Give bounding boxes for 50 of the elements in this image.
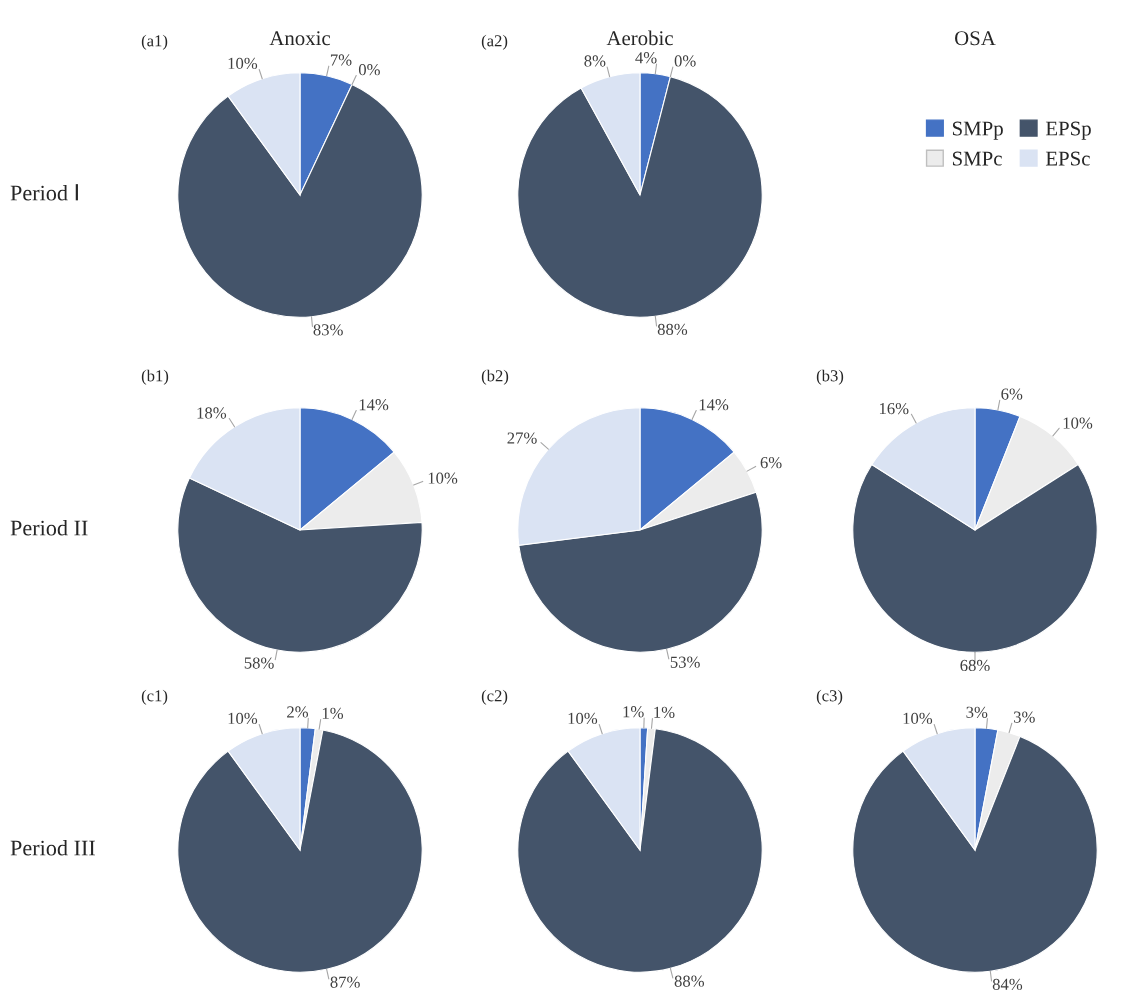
data-label: 10% xyxy=(568,712,598,725)
data-label: 14% xyxy=(359,399,389,411)
chart-title: (b2) xyxy=(481,369,509,385)
legend-label: EPSp xyxy=(1045,121,1091,140)
legend-label: SMPc xyxy=(952,151,1002,166)
data-label: 10% xyxy=(428,472,458,484)
data-label: 27% xyxy=(507,432,537,444)
data-label: 88% xyxy=(674,975,705,987)
chart-title: (c3) xyxy=(816,689,843,705)
data-label: 8% xyxy=(584,55,606,67)
text: OSA xyxy=(955,31,996,46)
data-label: 7% xyxy=(330,54,352,66)
chart-title: (b3) xyxy=(816,369,844,385)
data-label: 6% xyxy=(1001,388,1023,400)
data-label: 2% xyxy=(287,706,309,718)
text: Period II xyxy=(10,519,88,536)
data-label: 1% xyxy=(654,706,675,718)
text: Period III xyxy=(10,839,95,856)
data-label: 16% xyxy=(879,402,909,415)
data-label: 87% xyxy=(330,976,360,988)
data-label: 3% xyxy=(966,706,988,718)
data-label: 1% xyxy=(623,706,644,718)
data-label: 10% xyxy=(228,57,258,70)
text: 0% xyxy=(358,64,380,76)
data-label: 4% xyxy=(635,52,657,64)
chart-title: (c2) xyxy=(481,689,508,705)
data-label: 1% xyxy=(322,707,344,720)
chart-title: (a1) xyxy=(141,34,168,50)
text: Anoxic xyxy=(269,31,331,46)
text: Period Ⅰ xyxy=(10,184,78,201)
data-label: 6% xyxy=(760,456,782,469)
legend-label: EPSc xyxy=(1045,151,1090,166)
data-label: 53% xyxy=(670,656,700,668)
data-label: 84% xyxy=(992,978,1023,991)
data-label: 58% xyxy=(244,657,274,669)
chart-title: (c1) xyxy=(141,689,168,705)
data-label: 10% xyxy=(1063,417,1093,429)
data-label: 88% xyxy=(657,323,688,336)
data-label: 68% xyxy=(960,659,990,672)
legend-label: SMPp xyxy=(952,121,1003,140)
text: Aerobic xyxy=(606,30,673,46)
chart-title: (a2) xyxy=(481,34,508,50)
data-label: 83% xyxy=(313,324,343,336)
data-label: 14% xyxy=(699,399,729,411)
data-label: 10% xyxy=(903,712,933,725)
data-label: 18% xyxy=(197,407,227,419)
text: 0% xyxy=(674,55,696,67)
chart-title: (b1) xyxy=(141,369,169,385)
data-label: 3% xyxy=(1013,711,1035,723)
data-label: 10% xyxy=(228,712,258,725)
